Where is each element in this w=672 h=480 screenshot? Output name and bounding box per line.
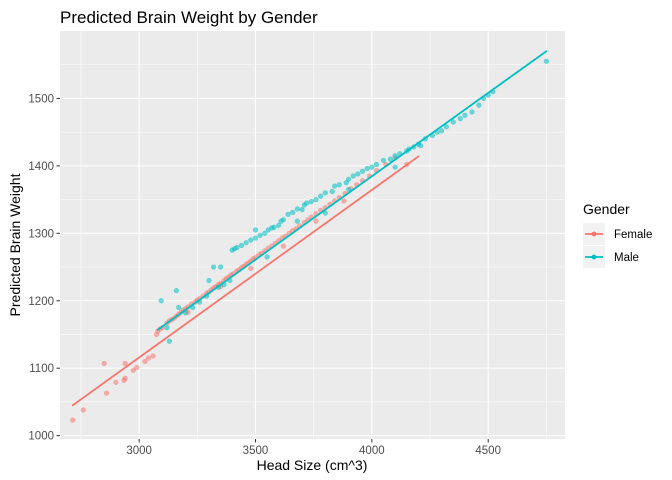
male-point — [176, 304, 182, 311]
male-point — [248, 237, 254, 243]
male-point — [418, 143, 424, 149]
male-point — [285, 211, 291, 218]
male-point — [217, 264, 224, 270]
male-point — [355, 171, 361, 177]
male-point — [392, 153, 398, 159]
male-point — [345, 176, 352, 182]
female-point — [122, 375, 128, 381]
male-point — [439, 128, 445, 134]
minor-gridlines — [60, 31, 565, 439]
male-point — [308, 199, 314, 205]
male-point — [252, 227, 259, 233]
male-point — [276, 222, 282, 228]
male-point — [158, 298, 164, 304]
male-point — [264, 254, 270, 260]
male-point — [304, 200, 310, 206]
x-tick-label: 4000 — [359, 445, 385, 457]
male-point — [166, 338, 172, 344]
male-point — [280, 217, 287, 223]
female-point — [150, 353, 156, 359]
female-point — [313, 218, 319, 224]
male-point — [392, 164, 398, 170]
male-point — [369, 164, 375, 170]
y-axis-ticks: 1000 1100 1200 1300 1400 1500 — [28, 93, 60, 443]
female-point — [145, 355, 152, 361]
y-tick-label: 1000 — [28, 431, 54, 443]
legend-title: Gender — [583, 201, 630, 217]
male-point — [318, 193, 324, 199]
female-point — [70, 417, 76, 423]
male-point — [206, 277, 212, 284]
legend-items: Female Male — [583, 223, 652, 268]
y-tick-label: 1200 — [28, 296, 54, 308]
male-point — [329, 188, 335, 195]
female-point — [248, 265, 254, 271]
female-point — [80, 407, 86, 413]
female-fit-line — [71, 155, 420, 407]
male-point — [271, 224, 277, 230]
male-point — [359, 168, 366, 174]
male-point — [345, 186, 352, 193]
male-point — [469, 109, 475, 115]
female-point — [280, 243, 287, 249]
male-point — [443, 124, 449, 130]
legend-label-male: Male — [614, 252, 639, 264]
male-point — [462, 112, 468, 118]
x-axis-ticks: 3000 3500 4000 4500 — [126, 439, 501, 457]
male-point — [164, 325, 170, 331]
male-point — [322, 190, 328, 196]
x-tick-label: 4500 — [475, 445, 501, 457]
female-point — [130, 367, 136, 373]
y-axis-title: Predicted Brain Weight — [7, 173, 23, 316]
y-tick-label: 1400 — [28, 161, 54, 173]
y-tick-label: 1500 — [28, 93, 54, 105]
female-point — [113, 379, 119, 385]
female-point — [134, 364, 140, 371]
legend: Gender Female Male — [583, 201, 652, 268]
male-point — [299, 207, 305, 213]
chart-title: Predicted Brain Weight by Gender — [60, 8, 318, 27]
male-fit-line — [156, 50, 548, 331]
male-point — [476, 102, 482, 108]
female-point — [103, 390, 110, 396]
male-point — [364, 165, 370, 172]
legend-point-female — [591, 231, 597, 237]
male-point — [262, 230, 268, 236]
x-tick-label: 3000 — [126, 445, 152, 457]
male-point — [450, 119, 456, 125]
male-point — [373, 161, 380, 168]
female-point — [101, 360, 107, 367]
male-point — [290, 209, 296, 216]
legend-label-female: Female — [614, 229, 652, 241]
male-point — [387, 156, 394, 162]
male-point — [543, 58, 549, 64]
male-point — [257, 232, 263, 238]
male-point — [252, 235, 259, 241]
male-point — [313, 196, 319, 203]
legend-point-male — [591, 254, 597, 260]
female-point — [142, 358, 148, 365]
fit-lines — [71, 50, 548, 407]
male-point — [457, 116, 463, 122]
male-point — [380, 157, 387, 164]
male-point — [173, 288, 179, 294]
male-point — [294, 218, 300, 224]
x-axis-title: Head Size (cm^3) — [257, 457, 368, 473]
male-point — [294, 206, 300, 212]
male-point — [210, 264, 217, 270]
x-tick-label: 3500 — [243, 445, 269, 457]
male-point — [332, 183, 338, 189]
female-point — [122, 360, 128, 367]
female-point — [341, 198, 347, 204]
y-tick-label: 1100 — [29, 363, 54, 375]
male-point — [350, 173, 356, 179]
male-point — [234, 244, 240, 251]
male-point — [243, 240, 249, 246]
male-point — [238, 242, 245, 249]
y-tick-label: 1300 — [28, 228, 54, 240]
male-point — [336, 182, 342, 188]
